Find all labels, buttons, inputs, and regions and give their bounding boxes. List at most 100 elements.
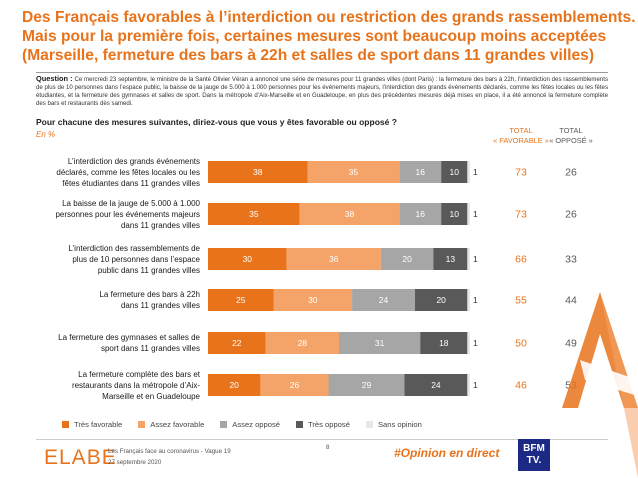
bar-value-label-row5-s5: 1: [473, 338, 478, 348]
page-title: Des Français favorables à l’interdiction…: [22, 8, 636, 65]
bar-value-label-row4-s1: 25: [236, 295, 246, 305]
legend-item-3: Assez opposé: [220, 420, 280, 429]
bar-value-label-row3-s3: 20: [402, 254, 412, 264]
row-label-3-line-2: plus de 10 personnes dans l’espace: [72, 254, 200, 264]
row-label-6-line-2: restaurants dans la métropole d’Aix-: [71, 380, 200, 390]
question-label: Question :: [36, 74, 73, 83]
bar-value-label-row2-s4: 10: [450, 209, 460, 219]
legend-label-5: Sans opinion: [377, 420, 422, 429]
bar-value-label-row4-s3: 24: [379, 295, 389, 305]
total-oppose-row3: 33: [565, 253, 577, 265]
bar-value-label-row6-s2: 26: [290, 380, 300, 390]
elabe-logo: ELABE: [44, 446, 117, 469]
bar-segment-row3-s4: [433, 248, 468, 270]
bar-segment-row6-s1: [208, 374, 261, 396]
row-label-6: La fermeture complète des bars et restaur…: [40, 369, 200, 402]
bar-segment-row2-s2: [299, 203, 400, 225]
bar-segment-row3-s3: [380, 248, 434, 270]
row-label-5: La fermeture des gymnases et salles de sp…: [40, 332, 200, 354]
survey-prompt: Pour chacune des mesures suivantes, diri…: [36, 117, 397, 127]
legend-swatch-5: [365, 421, 373, 428]
row-label-2-line-2: personnes pour les événements majeurs: [55, 209, 200, 219]
survey-info: Les Français face au coronavirus - Vague…: [108, 446, 231, 468]
legend-label-2: Assez favorable: [150, 420, 205, 429]
bar-value-label-row6-s5: 1: [473, 380, 478, 390]
bar-value-label-row2-s3: 16: [415, 209, 425, 219]
legend-item-5: Sans opinion: [365, 420, 422, 429]
bar-segment-row1-s2: [307, 161, 400, 183]
total-oppose-row6: 53: [565, 379, 577, 391]
title-line-3: (Marseille, fermeture des bars à 22h et …: [22, 47, 595, 64]
hashtag: #Opinion en direct: [394, 446, 500, 460]
bar-segment-row3-s1: [208, 248, 287, 270]
bar-segment-row5-s2: [265, 332, 339, 354]
bar-segment-row4-s4: [414, 289, 468, 311]
page-number: 8: [326, 444, 330, 451]
bar-segment-row1-s4: [441, 161, 468, 183]
bar-segment-row4-s3: [352, 289, 415, 311]
row-label-1-line-1: L’interdiction des grands événements: [67, 156, 200, 166]
total-favorable-row6: 46: [515, 379, 527, 391]
legend-swatch-2: [138, 421, 146, 428]
row-label-1: L’interdiction des grands événements décl…: [40, 156, 200, 189]
survey-date: 27 septembre 2020: [108, 459, 162, 466]
bar-segment-row6-s5: [467, 374, 470, 396]
bar-segment-row1-s3: [399, 161, 442, 183]
row-label-4-line-2: dans 11 grandes villes: [120, 301, 200, 310]
total-oppose-row2: 26: [565, 208, 577, 220]
survey-title: Les Français face au coronavirus - Vague…: [108, 448, 231, 455]
total-oppose-header: TOTAL « OPPOSÉ »: [534, 126, 608, 146]
total-favorable-row5: 50: [515, 337, 527, 349]
legend-label-4: Très opposé: [308, 420, 350, 429]
row-label-2-line-3: dans 11 grandes villes: [120, 220, 200, 230]
legend-label-1: Très favorable: [74, 420, 123, 429]
legend-swatch-4: [296, 421, 303, 428]
bar-value-label-row3-s5: 1: [473, 254, 478, 264]
legend-label-3: Assez opposé: [232, 420, 280, 429]
row-label-3: L’interdiction des rassemblements de plus…: [40, 243, 200, 276]
bar-segment-row4-s5: [467, 289, 470, 311]
bar-value-label-row1-s2: 35: [349, 167, 359, 177]
chart-legend: Très favorable Assez favorable Assez oppos…: [62, 420, 422, 429]
total-favorable-row1: 73: [515, 166, 527, 178]
unit-label: En %: [36, 130, 56, 139]
bar-segment-row6-s2: [260, 374, 329, 396]
bar-segment-row1-s1: [208, 161, 308, 183]
total-oppose-row5: 49: [565, 337, 577, 349]
bfmtv-logo-line1: BFM: [523, 443, 545, 454]
question-block: Question : Ce mercredi 23 septembre, le …: [36, 74, 608, 108]
question-text: Ce mercredi 23 septembre, le ministre de…: [36, 76, 608, 108]
title-line-2: Mais pour la première fois, certaines me…: [22, 28, 607, 45]
total-favorable-header-line2: « FAVORABLE »: [493, 136, 549, 145]
row-label-4: La fermeture des bars à 22h dans 11 grand…: [40, 289, 200, 311]
bar-value-label-row1-s4: 10: [450, 167, 460, 177]
bar-value-label-row3-s4: 13: [446, 254, 456, 264]
title-divider: [36, 72, 608, 73]
total-favorable-row2: 73: [515, 208, 527, 220]
bar-segment-row4-s2: [273, 289, 353, 311]
bar-value-label-row6-s4: 24: [431, 380, 441, 390]
total-favorable-header: TOTAL « FAVORABLE »: [484, 126, 558, 146]
row-label-1-line-3: fêtes étudiantes dans 11 grandes villes: [62, 178, 200, 188]
row-label-4-line-1: La fermeture des bars à 22h: [99, 290, 200, 299]
bar-value-label-row2-s1: 35: [249, 209, 259, 219]
bar-value-label-row1-s3: 16: [415, 167, 425, 177]
bar-segment-row2-s3: [399, 203, 442, 225]
total-oppose-header-line2: « OPPOSÉ »: [549, 136, 593, 145]
bar-value-label-row3-s1: 30: [243, 254, 253, 264]
bar-value-label-row2-s5: 1: [473, 209, 478, 219]
row-label-6-line-3: Marseille et en Guadeloupe: [102, 391, 200, 401]
bar-segment-row1-s5: [467, 161, 470, 183]
bar-segment-row2-s1: [208, 203, 300, 225]
bar-value-label-row2-s2: 38: [345, 209, 355, 219]
bar-segment-row5-s5: [467, 332, 470, 354]
row-label-6-line-1: La fermeture complète des bars et: [78, 369, 200, 379]
bar-segment-row5-s4: [420, 332, 468, 354]
legend-item-2: Assez favorable: [138, 420, 204, 429]
legend-item-4: Très opposé: [296, 420, 350, 429]
bar-segment-row6-s4: [404, 374, 468, 396]
bar-value-label-row4-s2: 30: [308, 295, 318, 305]
total-oppose-header-line1: TOTAL: [559, 126, 583, 135]
